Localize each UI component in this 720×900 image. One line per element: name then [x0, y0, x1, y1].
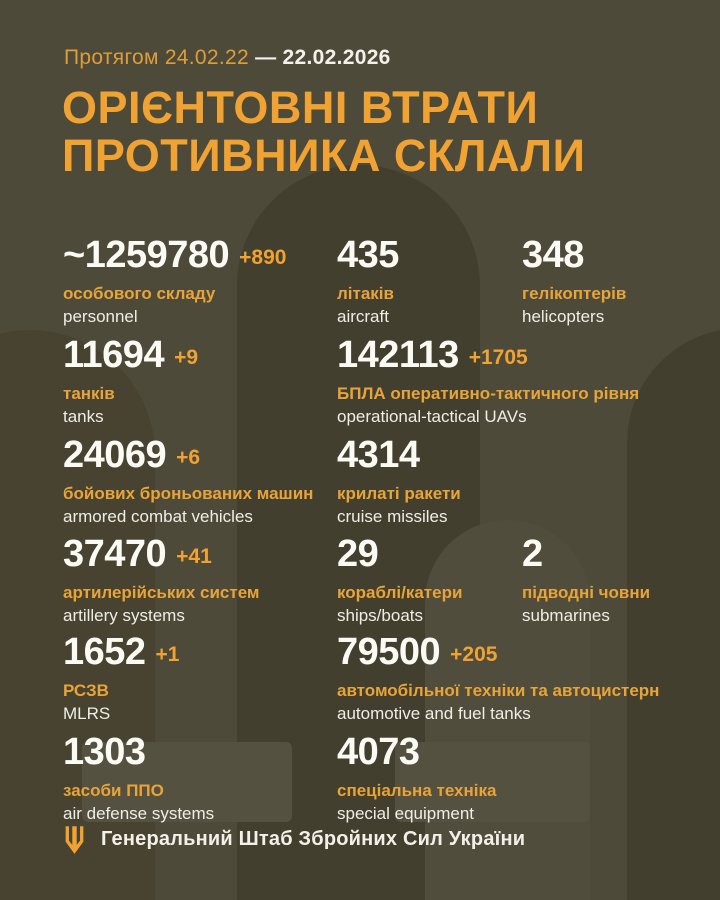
stat-tanks: 11694 +9 танків tanks	[63, 334, 198, 427]
page-title-line2: ПРОТИВНИКА СКЛАЛИ	[62, 130, 586, 181]
stat-value: 11694	[63, 334, 165, 376]
stat-value: 435	[337, 234, 399, 276]
stat-label-ua: гелікоптерів	[522, 284, 627, 303]
stat-value: 79500	[337, 631, 441, 673]
stat-artillery: 37470 +41 артилерійських систем artillery…	[63, 533, 260, 626]
stat-value: 2	[522, 533, 543, 575]
page-title: ОРІЄНТОВНІ ВТРАТИ ПРОТИВНИКА СКЛАЛИ	[62, 84, 585, 180]
stat-personnel: ~1259780 +890 особового складу personnel	[63, 234, 286, 327]
stat-label-ua: танків	[63, 384, 115, 403]
stat-label-en: cruise missiles	[337, 507, 448, 526]
shell-silhouette-mid	[425, 520, 590, 900]
stat-delta: +1705	[468, 346, 528, 369]
tryzub-icon	[65, 826, 84, 854]
stat-ships: 29 кораблі/катери ships/boats	[337, 533, 462, 626]
stat-value: 29	[337, 533, 379, 575]
stat-value: 1303	[63, 731, 146, 773]
stat-delta: +890	[239, 246, 287, 269]
stat-label-ua: літаків	[337, 284, 394, 303]
source-attribution: Генеральний Штаб Збройних Сил України	[101, 828, 526, 850]
stat-value: 348	[522, 234, 584, 276]
stat-label-en: operational-tactical UAVs	[337, 407, 527, 426]
light-patch-center	[395, 742, 590, 822]
stat-helicopters: 348 гелікоптерів helicopters	[522, 234, 626, 327]
stat-label-en: aircraft	[337, 307, 389, 326]
stat-value: 142113	[337, 334, 459, 376]
stat-delta: +9	[174, 346, 199, 369]
stat-label-en: submarines	[522, 606, 610, 625]
stat-label-en: personnel	[63, 307, 138, 326]
stat-label-ua: спеціальна техніка	[337, 781, 497, 800]
stat-label-ua: автомобільної техніки та автоцистерн	[337, 681, 660, 700]
stat-label-en: tanks	[63, 407, 104, 426]
stat-label-ua: БПЛА оперативно-тактичного рівня	[337, 384, 640, 403]
date-range-prefix: Протягом 24.02.22	[64, 46, 249, 69]
stat-mlrs: 1652 +1 РСЗВ MLRS	[63, 631, 180, 724]
stat-label-en: ships/boats	[337, 606, 423, 625]
stat-delta: +41	[176, 545, 212, 568]
stat-value: 1652	[63, 631, 146, 673]
stat-cruise-missiles: 4314 крилаті ракети cruise missiles	[337, 434, 461, 527]
stat-special-equipment: 4073 спеціальна техніка special equipmen…	[337, 731, 496, 824]
stat-label-en: MLRS	[63, 704, 111, 723]
stat-air-defense: 1303 засоби ППО air defense systems	[63, 731, 214, 824]
stat-value: 24069	[63, 434, 167, 476]
stat-label-en: helicopters	[522, 307, 605, 326]
stat-delta: +1	[155, 643, 180, 666]
stat-label-en: special equipment	[337, 804, 475, 823]
stat-value: 4314	[337, 434, 420, 476]
light-patch-left	[82, 742, 292, 822]
stat-label-ua: особового складу	[63, 284, 216, 303]
stat-armored-vehicles: 24069 +6 бойових броньованих машин armore…	[63, 434, 313, 527]
stat-label-en: air defense systems	[63, 804, 215, 823]
stat-label-ua: РСЗВ	[63, 681, 109, 700]
stat-automotive: 79500 +205 автомобільної техніки та автоц…	[337, 631, 659, 724]
stat-label-en: automotive and fuel tanks	[337, 704, 531, 723]
stat-delta: +6	[176, 446, 201, 469]
stat-delta: +205	[450, 643, 498, 666]
stat-value: 4073	[337, 731, 420, 773]
page-title-line1: ОРІЄНТОВНІ ВТРАТИ	[62, 82, 539, 133]
stat-label-ua: артилерійських систем	[63, 583, 260, 602]
stat-label-ua: підводні човни	[522, 583, 651, 602]
footer: Генеральний Штаб Збройних Сил України	[63, 824, 525, 855]
stat-label-en: artillery systems	[63, 606, 185, 625]
stat-label-ua: крилаті ракети	[337, 484, 461, 503]
stat-value: ~1259780	[63, 234, 230, 276]
stat-value: 37470	[63, 533, 167, 575]
date-range-end: — 22.02.2026	[255, 46, 391, 69]
stat-submarines: 2 підводні човни submarines	[522, 533, 650, 626]
stat-aircraft: 435 літаків aircraft	[337, 234, 409, 327]
stat-label-en: armored combat vehicles	[63, 507, 253, 526]
shell-silhouette-right	[627, 328, 720, 900]
stat-label-ua: кораблі/катери	[337, 583, 463, 602]
stat-label-ua: бойових броньованих машин	[63, 484, 314, 503]
date-range: Протягом 24.02.22 — 22.02.2026	[64, 46, 391, 70]
stat-uavs: 142113 +1705 БПЛА оперативно-тактичного р…	[337, 334, 639, 427]
stat-label-ua: засоби ППО	[63, 781, 164, 800]
